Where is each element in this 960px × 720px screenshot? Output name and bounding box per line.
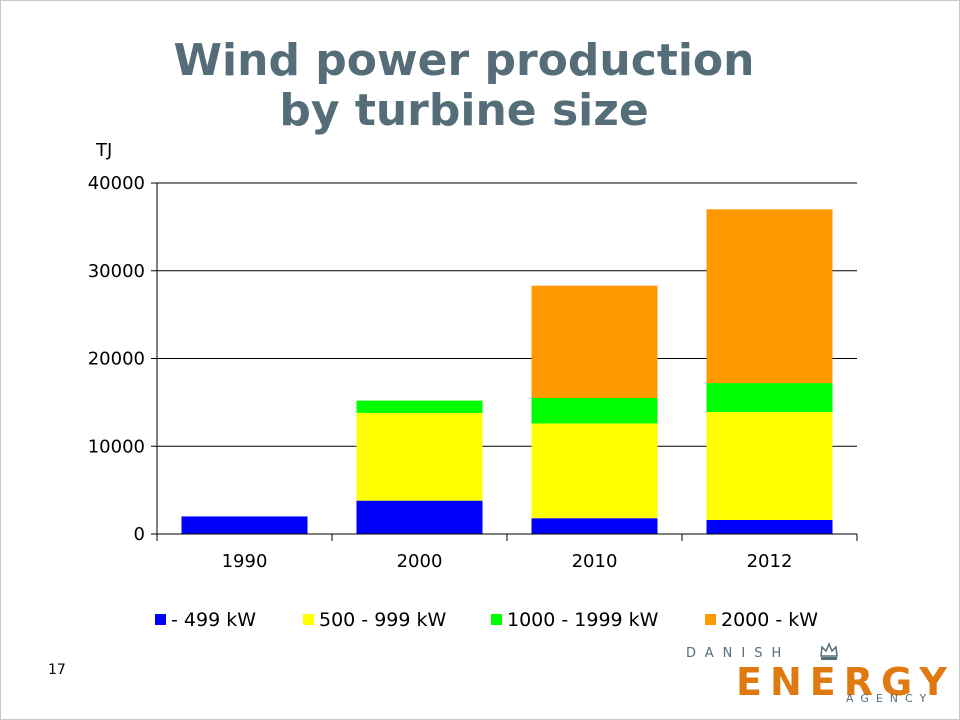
logo-text-agency: AGENCY <box>846 692 934 705</box>
y-tick-label: 30000 <box>88 261 145 282</box>
y-tick-label: 0 <box>134 524 145 545</box>
legend-swatch <box>705 614 716 625</box>
bar-segment <box>531 397 658 424</box>
x-tick-label: 1990 <box>222 551 268 572</box>
bar-segment <box>356 412 483 501</box>
logo-text-energy: ENERGY <box>736 660 955 704</box>
legend-item: - 499 kW <box>155 609 256 631</box>
legend-swatch <box>155 614 166 625</box>
bar-segment <box>531 285 658 398</box>
slide-title: Wind power production by turbine size <box>60 36 868 136</box>
y-tick-label: 40000 <box>88 173 145 194</box>
title-line-2: by turbine size <box>279 85 649 136</box>
logo-text-danish: DANISH <box>686 646 791 661</box>
y-tick-label: 10000 <box>88 436 145 457</box>
x-tick-labels: 1990 2000 2010 2012 <box>222 551 793 572</box>
bar-segment <box>531 423 658 519</box>
legend-label: - 499 kW <box>171 609 256 631</box>
danish-energy-agency-logo: DANISH ENERGY AGENCY <box>680 640 947 716</box>
y-tick-label: 20000 <box>88 349 145 370</box>
legend-item: 500 - 999 kW <box>303 609 446 631</box>
x-tick-label: 2012 <box>747 551 793 572</box>
bar-segment <box>356 400 483 413</box>
legend-swatch <box>491 614 502 625</box>
y-tick-labels: 0 10000 20000 30000 40000 <box>88 173 145 545</box>
legend-item: 1000 - 1999 kW <box>491 609 658 631</box>
stacked-bar-chart: TJ 0 10000 20000 30000 40000 1990 2000 2010 201… <box>88 140 858 572</box>
axes <box>156 183 858 541</box>
bars <box>181 209 833 534</box>
x-tick-label: 2000 <box>397 551 443 572</box>
legend-label: 2000 - kW <box>721 609 819 631</box>
crown-icon <box>820 642 838 660</box>
bar-segment <box>356 500 483 534</box>
title-line-1: Wind power production <box>173 35 755 86</box>
bar-segment <box>181 516 308 534</box>
page-number: 17 <box>48 662 66 678</box>
bar-segment <box>531 518 658 534</box>
legend-label: 500 - 999 kW <box>319 609 447 631</box>
legend-item: 2000 - kW <box>705 609 818 631</box>
legend-swatch <box>303 614 314 625</box>
bar-segment <box>706 519 833 534</box>
y-axis-unit-label: TJ <box>95 140 112 161</box>
x-tick-label: 2010 <box>572 551 618 572</box>
bar-segment <box>706 383 833 413</box>
bar-segment <box>706 209 833 384</box>
legend-label: 1000 - 1999 kW <box>507 609 659 631</box>
bar-segment <box>706 412 833 520</box>
